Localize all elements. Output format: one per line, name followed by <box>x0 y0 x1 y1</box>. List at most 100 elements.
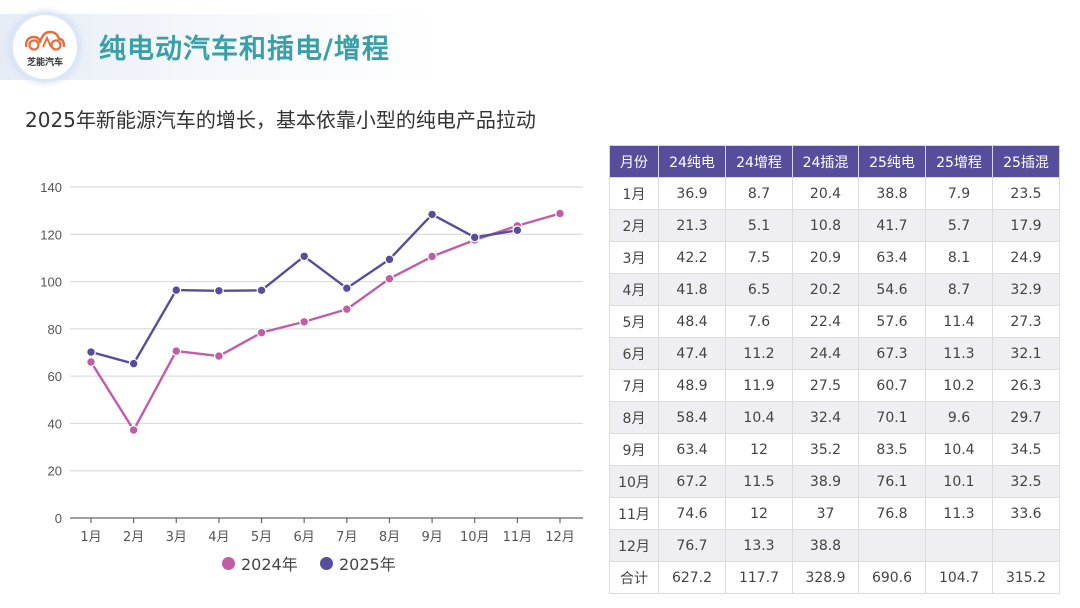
table-cell: 76.8 <box>858 497 926 530</box>
data-point-2025 <box>86 347 96 357</box>
x-tick-label: 4月 <box>208 530 229 545</box>
table-cell: 67.2 <box>658 465 726 498</box>
table-cell: 12 <box>725 497 793 530</box>
row-label-cell: 合计 <box>609 561 659 594</box>
table-cell: 34.5 <box>992 433 1060 466</box>
header-25-phev: 25插混 <box>992 145 1060 178</box>
header-25-bev: 25纯电 <box>858 145 926 178</box>
table-cell: 47.4 <box>658 337 726 370</box>
table-cell: 38.8 <box>858 177 926 210</box>
table-cell: 11.3 <box>925 337 993 370</box>
page-title: 纯电动汽车和插电/增程 <box>99 34 390 65</box>
x-tick-label: 11月 <box>503 530 533 545</box>
row-label-cell: 5月 <box>609 305 659 338</box>
car-logo-icon <box>24 30 66 51</box>
table-row: 8月 58.4 10.4 32.4 70.1 9.6 29.7 <box>609 401 1060 434</box>
data-point-2025 <box>469 232 480 243</box>
table-cell: 48.4 <box>658 305 726 338</box>
header-month: 月份 <box>609 145 659 178</box>
table-cell: 8.7 <box>725 177 793 210</box>
table-row: 11月 74.6 12 37 76.8 11.3 33.6 <box>609 497 1060 530</box>
table-cell: 27.3 <box>992 305 1060 338</box>
row-label-cell: 8月 <box>609 401 659 434</box>
table-cell: 54.6 <box>858 273 926 306</box>
table-cell: 12 <box>725 433 793 466</box>
x-tick-label: 6月 <box>294 530 315 545</box>
table-row: 2月 21.3 5.1 10.8 41.7 5.7 17.9 <box>609 209 1060 242</box>
table-cell: 32.9 <box>992 273 1060 306</box>
x-tick-label: 2月 <box>123 530 144 545</box>
table-cell: 67.3 <box>858 337 926 370</box>
y-tick-label: 20 <box>48 464 62 479</box>
header-24-bev: 24纯电 <box>658 145 726 178</box>
table-cell: 117.7 <box>725 561 793 594</box>
data-point-2024 <box>256 327 267 338</box>
data-point-2024 <box>555 208 565 219</box>
row-label-cell: 3月 <box>609 241 659 274</box>
data-point-2024 <box>384 273 395 284</box>
table-cell: 10.1 <box>925 465 993 498</box>
table-cell: 5.1 <box>725 209 793 242</box>
data-point-2024 <box>214 351 224 361</box>
table-cell: 8.7 <box>925 273 993 306</box>
data-point-2025 <box>427 209 437 220</box>
table-cell: 20.2 <box>792 273 859 306</box>
data-point-2024 <box>86 357 96 367</box>
legend-item-2024[interactable]: 2024年 <box>222 551 298 575</box>
data-point-2024 <box>299 316 310 327</box>
y-tick-label: 60 <box>48 369 62 384</box>
table-cell: 10.8 <box>792 209 859 242</box>
table-cell: 315.2 <box>992 561 1060 594</box>
table-cell: 7.6 <box>725 305 793 338</box>
x-tick-label: 3月 <box>166 530 187 545</box>
table-cell: 76.7 <box>658 529 726 562</box>
table-cell: 70.1 <box>858 401 926 434</box>
sales-table: 月份 24纯电 24增程 24插混 25纯电 25增程 25插混 1月 36.9 8… <box>609 145 1060 594</box>
table-row: 10月 67.2 11.5 38.9 76.1 10.1 32.5 <box>609 465 1060 498</box>
x-tick-label: 1月 <box>80 530 101 545</box>
table-cell: 10.4 <box>925 433 993 466</box>
row-label-cell: 9月 <box>609 433 659 466</box>
table-cell: 83.5 <box>858 433 926 466</box>
table-cell: 11.9 <box>725 369 793 402</box>
legend-2024-dot-icon <box>222 556 235 570</box>
table-cell: 24.9 <box>992 241 1060 274</box>
table-cell: 27.5 <box>792 369 859 402</box>
table-cell: 5.7 <box>925 209 993 242</box>
x-tick-label: 12月 <box>545 530 575 545</box>
data-point-2025 <box>214 285 224 296</box>
table-row: 1月 36.9 8.7 20.4 38.8 7.9 23.5 <box>609 177 1060 210</box>
table-cell: 9.6 <box>925 401 993 434</box>
table-cell: 13.3 <box>725 529 793 562</box>
table-row: 7月 48.9 11.9 27.5 60.7 10.2 26.3 <box>609 369 1060 402</box>
x-tick-label: 7月 <box>336 530 357 545</box>
table-cell: 29.7 <box>992 401 1060 434</box>
page-subtitle: 2025年新能源汽车的增长，基本依靠小型的纯电产品拉动 <box>25 108 536 132</box>
legend-item-2025[interactable]: 2025年 <box>320 551 396 575</box>
data-point-2025 <box>256 285 267 296</box>
row-label-cell: 1月 <box>609 177 659 210</box>
row-label-cell: 7月 <box>609 369 659 402</box>
logo-text: 芝能汽车 <box>26 58 63 68</box>
header-25-erev: 25增程 <box>925 145 993 178</box>
row-label-cell: 11月 <box>609 497 659 530</box>
y-tick-label: 140 <box>40 180 62 195</box>
y-tick-label: 80 <box>48 322 62 337</box>
line-chart: 0 20 40 60 80 100 120 140 1月 2月 3月 4月 5月 6月 7月 8月 9月 10月 1… <box>40 180 583 545</box>
table-cell <box>858 529 926 562</box>
y-tick-label: 120 <box>40 227 62 242</box>
series-line-2025 <box>90 213 518 365</box>
row-label-cell: 6月 <box>609 337 659 370</box>
table-cell: 627.2 <box>658 561 726 594</box>
table-row: 5月 48.4 7.6 22.4 57.6 11.4 27.3 <box>609 305 1060 338</box>
table-cell: 6.5 <box>725 273 793 306</box>
data-point-2025 <box>299 251 310 262</box>
table-cell: 11.5 <box>725 465 793 498</box>
data-point-2024 <box>128 425 139 435</box>
table-cell: 20.4 <box>792 177 859 210</box>
table-cell: 57.6 <box>858 305 926 338</box>
table-cell: 63.4 <box>858 241 926 274</box>
table-cell: 7.5 <box>725 241 793 274</box>
table-cell: 38.9 <box>792 465 859 498</box>
table-row: 4月 41.8 6.5 20.2 54.6 8.7 32.9 <box>609 273 1060 306</box>
